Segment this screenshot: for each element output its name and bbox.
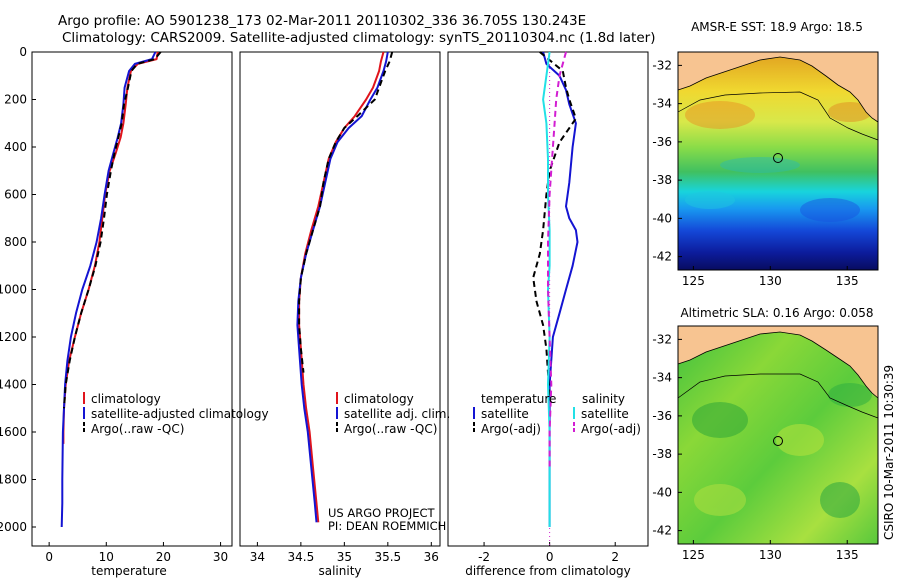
series-line-temp_satellite — [542, 51, 579, 527]
y-tick-label: 0 — [19, 45, 27, 59]
figure-title-line2: Climatology: CARS2009. Satellite-adjuste… — [62, 30, 655, 46]
sla-ocean-texture — [692, 383, 872, 518]
map-y-tick-label: -42 — [652, 250, 672, 264]
legend-title-temperature: temperature — [481, 392, 556, 406]
x-tick-label: 2 — [611, 550, 619, 564]
sla-land — [678, 326, 878, 398]
pi-credit: PI: DEAN ROEMMICH — [328, 519, 446, 533]
map-x-tick-label: 130 — [759, 274, 782, 288]
x-tick-label: 35 — [337, 550, 352, 564]
x-tick-label: 35.5 — [374, 550, 401, 564]
csiro-timestamp: CSIRO 10-Mar-2011 10:30:39 — [882, 365, 896, 540]
salinity-legend: climatology satellite adj. clim. Argo(..… — [336, 392, 450, 436]
salinity-xlabel: salinity — [318, 564, 361, 578]
sla-map-title: Altimetric SLA: 0.16 Argo: 0.058 — [680, 306, 873, 320]
legend-title-salinity: salinity — [582, 392, 625, 406]
y-tick-label: 600 — [4, 188, 27, 202]
map-y-tick-label: -40 — [652, 485, 672, 499]
sst-coastline — [677, 56, 879, 123]
map-x-tick-label: 125 — [682, 548, 705, 562]
map-x-tick-label: 135 — [836, 274, 859, 288]
map-y-tick-label: -34 — [652, 371, 672, 385]
series-line-argo — [63, 51, 162, 409]
difference-legend: temperature satellite Argo(-adj) salinit… — [473, 392, 641, 436]
y-tick-label: 400 — [4, 140, 27, 154]
x-tick-label: 36 — [424, 550, 439, 564]
legend-label-argo: Argo(..raw -QC) — [344, 422, 437, 436]
sla-map-axes: 125 130 135 -32 -34 -36 -38 -40 -42 — [652, 332, 858, 562]
x-tick-label: 34.5 — [288, 550, 315, 564]
legend-label-temp-argo: Argo(-adj) — [481, 422, 541, 436]
temperature-panel — [31, 51, 233, 547]
temperature-plot-area: 0 10 20 30 0 200 400 600 800 1000 1200 1400 1600 1800… — [0, 45, 228, 564]
sst-land — [678, 52, 878, 122]
legend-label-temp-satellite: satellite — [481, 407, 529, 421]
series-line-climatology — [298, 51, 385, 523]
sla-map-frame — [677, 325, 879, 545]
series-line-satellite — [60, 51, 157, 528]
x-tick-label: -2 — [478, 550, 490, 564]
sst-shelf-contour — [677, 91, 879, 141]
temperature-legend: climatology satellite-adjusted climatolo… — [83, 392, 269, 436]
legend-label-sal-satellite: satellite — [581, 407, 629, 421]
x-tick-label: 30 — [213, 550, 228, 564]
project-credit: US ARGO PROJECT — [328, 506, 436, 520]
map-y-tick-label: -32 — [652, 58, 672, 72]
sst-float-marker — [773, 153, 783, 163]
legend-label-climatology: climatology — [344, 392, 414, 406]
x-tick-label: 34 — [250, 550, 265, 564]
legend-label-satellite: satellite adj. clim. — [344, 407, 450, 421]
y-tick-label: 800 — [4, 235, 27, 249]
map-x-tick-label: 130 — [759, 548, 782, 562]
map-y-tick-label: -32 — [652, 332, 672, 346]
map-y-tick-label: -38 — [652, 173, 672, 187]
legend-label-sal-argo: Argo(-adj) — [581, 422, 641, 436]
sst-map-axes: 125 130 135 -32 -34 -36 -38 -40 -42 — [652, 58, 858, 288]
series-line-argo — [298, 51, 394, 373]
y-tick-label: 2000 — [0, 520, 27, 534]
sst-map — [677, 51, 879, 271]
figure-title-line1: Argo profile: AO 5901238_173 02-Mar-2011… — [58, 13, 586, 29]
y-tick-label: 1600 — [0, 425, 27, 439]
legend-label-satellite: satellite-adjusted climatology — [91, 407, 269, 421]
salinity-plot-area: 34 34.5 35 35.5 36 — [250, 51, 439, 564]
map-y-tick-label: -36 — [652, 409, 672, 423]
salinity-panel — [239, 51, 441, 547]
difference-xlabel: difference from climatology — [465, 564, 631, 578]
y-tick-label: 1800 — [0, 473, 27, 487]
x-tick-label: 10 — [99, 550, 114, 564]
sla-shelf-contour — [677, 373, 879, 419]
legend-label-climatology: climatology — [91, 392, 161, 406]
temperature-xlabel: temperature — [91, 564, 166, 578]
map-y-tick-label: -42 — [652, 524, 672, 538]
series-line-temp_argo — [532, 51, 577, 397]
map-y-tick-label: -36 — [652, 135, 672, 149]
sla-map — [677, 325, 879, 545]
y-tick-label: 200 — [4, 93, 27, 107]
map-y-tick-label: -40 — [652, 211, 672, 225]
y-tick-label: 1200 — [0, 330, 27, 344]
map-y-tick-label: -34 — [652, 97, 672, 111]
map-x-tick-label: 135 — [836, 548, 859, 562]
x-tick-label: 20 — [156, 550, 171, 564]
x-tick-label: 0 — [45, 550, 53, 564]
sst-map-title: AMSR-E SST: 18.9 Argo: 18.5 — [691, 20, 863, 34]
x-tick-label: 0 — [546, 550, 554, 564]
map-x-tick-label: 125 — [682, 274, 705, 288]
series-line-sal_argo — [547, 51, 567, 468]
sst-map-frame — [677, 51, 879, 271]
difference-plot-area: -2 0 2 — [478, 51, 619, 564]
y-tick-label: 1000 — [0, 283, 27, 297]
legend-label-argo: Argo(..raw -QC) — [91, 422, 184, 436]
sla-float-marker — [773, 436, 783, 446]
map-y-tick-label: -38 — [652, 447, 672, 461]
y-tick-label: 1400 — [0, 378, 27, 392]
sla-coastline — [677, 331, 879, 399]
sst-ocean-texture — [685, 101, 872, 222]
